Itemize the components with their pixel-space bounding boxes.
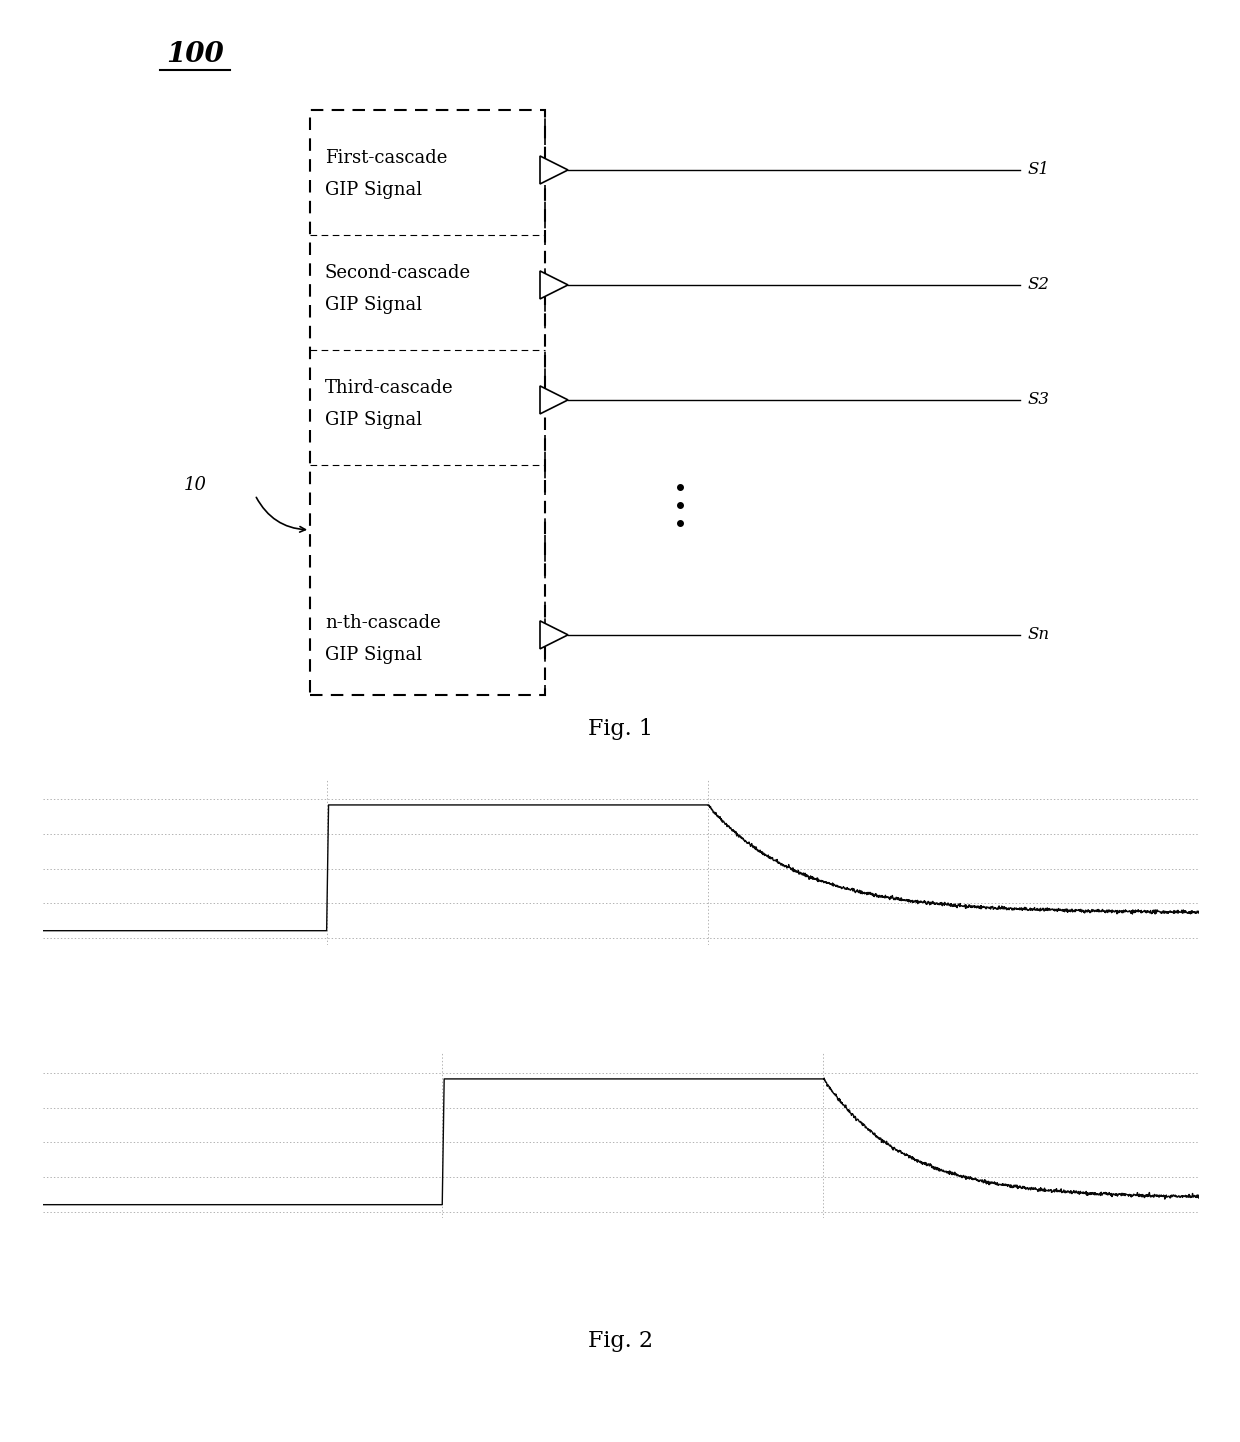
Polygon shape — [539, 271, 568, 298]
Polygon shape — [539, 386, 568, 414]
Text: Fig. 1: Fig. 1 — [588, 718, 652, 740]
Polygon shape — [539, 156, 568, 185]
Polygon shape — [539, 622, 568, 649]
Text: S1: S1 — [1028, 162, 1050, 179]
Text: GIP Signal: GIP Signal — [325, 411, 422, 428]
Text: Third-cascade: Third-cascade — [325, 379, 454, 397]
Text: 100: 100 — [166, 42, 224, 68]
Text: Sn: Sn — [1028, 626, 1050, 643]
Text: GIP Signal: GIP Signal — [325, 180, 422, 199]
Text: n-th-cascade: n-th-cascade — [325, 614, 440, 632]
Text: Fig. 2: Fig. 2 — [588, 1330, 652, 1353]
Text: Second-cascade: Second-cascade — [325, 264, 471, 283]
Text: First-cascade: First-cascade — [325, 149, 448, 167]
Text: 10: 10 — [184, 476, 207, 495]
Text: GIP Signal: GIP Signal — [325, 296, 422, 314]
Text: S3: S3 — [1028, 391, 1050, 408]
Text: S2: S2 — [1028, 277, 1050, 293]
Text: GIP Signal: GIP Signal — [325, 646, 422, 663]
